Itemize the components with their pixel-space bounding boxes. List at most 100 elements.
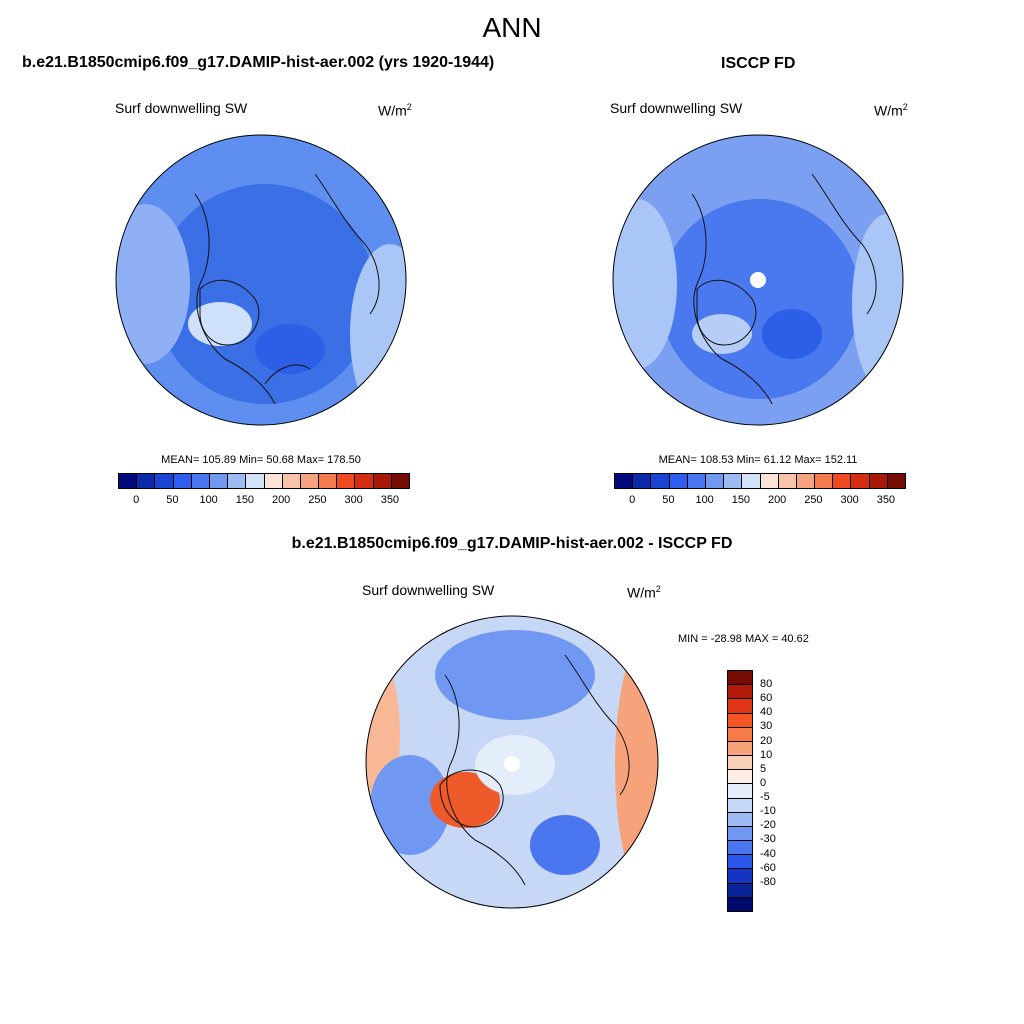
colorbar-label: 150 [731,494,751,506]
colorbar-swatch [300,474,320,488]
colorbar-swatch [728,756,752,771]
colorbar-label: 200 [271,494,291,506]
colorbar-swatch [869,474,888,488]
colorbar-swatch [373,474,392,488]
colorbar-label: -40 [760,847,776,860]
panel3-stats: MIN = -28.98 MAX = 40.62 [678,633,809,645]
colorbar-swatch [728,671,752,686]
main-title: ANN [482,12,542,43]
colorbar-swatch [742,474,761,488]
panel3-subtitle: Surf downwelling SW [362,582,495,598]
colorbar-label: 300 [344,494,363,506]
panel3-polar-map [365,615,659,909]
colorbar-swatch [728,841,752,856]
panel2-units: W/m2 [874,102,908,119]
colorbar-swatch [728,798,752,813]
colorbar-label: 10 [760,748,773,761]
colorbar-swatch [728,784,752,799]
colorbar-swatch [209,474,229,488]
colorbar-swatch [728,826,752,842]
panel2-polar-map [612,134,904,426]
colorbar-label: 150 [235,494,255,506]
panel2-title: ISCCP FD [721,55,796,72]
panel1-subtitle: Surf downwelling SW [115,100,248,116]
colorbar-swatch [282,474,301,488]
colorbar-swatch [851,474,870,488]
colorbar-swatch [778,474,797,488]
panel1-light-region-right [350,244,406,424]
colorbar-label: -60 [760,861,776,874]
colorbar-swatch [728,883,752,898]
panel2-subtitle: Surf downwelling SW [610,100,743,116]
colorbar-label: -30 [760,833,776,846]
panel2-pole-gap [750,272,766,288]
panel2-colorbar [614,473,906,489]
panel1-stats: MEAN= 105.89 Min= 50.68 Max= 178.50 [161,454,361,466]
colorbar-label: 200 [767,494,787,506]
panel3-colorbar [727,670,753,912]
colorbar-swatch [887,474,905,488]
colorbar-label: -5 [760,791,770,804]
colorbar-swatch [728,699,752,714]
colorbar-swatch [728,770,752,785]
colorbar-label: -20 [760,819,776,832]
panel3-positive-right [615,625,658,905]
colorbar-label: 5 [760,762,767,775]
colorbar-swatch [760,474,779,488]
colorbar-swatch [705,474,725,488]
colorbar-label: 250 [308,494,327,506]
colorbar-label: 30 [760,720,773,733]
panel2-inner-field [660,199,860,399]
colorbar-swatch [246,474,265,488]
colorbar-swatch [728,855,752,870]
colorbar-label: 40 [760,706,773,719]
panel3-title: b.e21.B1850cmip6.f09_g17.DAMIP-hist-aer.… [291,535,733,552]
colorbar-swatch [651,474,670,488]
panel3-coastlines [439,654,630,886]
colorbar-swatch [728,897,752,911]
panel1-units: W/m2 [378,102,412,119]
panel2-dark-region [762,309,822,359]
colorbar-label: 0 [629,494,636,506]
panel3-units: W/m2 [627,584,661,601]
colorbar-swatch [337,474,356,488]
colorbar-swatch [796,474,816,488]
colorbar-label: 50 [662,494,675,506]
panel1-light-region-left [116,204,190,364]
panel3-map-border [365,615,659,909]
colorbar-label: 60 [760,692,773,705]
colorbar-label: 350 [380,494,400,506]
colorbar-swatch [391,474,409,488]
colorbar-label: 100 [695,494,714,506]
panel1-coastlines [194,173,380,405]
panel2-light-region-left [613,199,677,369]
colorbar-swatch [319,474,338,488]
colorbar-label: 250 [804,494,823,506]
colorbar-swatch [137,474,156,488]
colorbar-swatch [728,713,752,728]
panel3-pole-gap [504,756,520,772]
panel2-stats: MEAN= 108.53 Min= 61.12 Max= 152.11 [658,454,858,466]
colorbar-swatch [615,474,634,488]
panel3-negative-top [435,630,595,720]
panel2-coastlines [691,173,877,405]
colorbar-label: 0 [133,494,140,506]
colorbar-swatch [264,474,283,488]
colorbar-swatch [728,727,752,742]
colorbar-swatch [687,474,706,488]
panel1-title: b.e21.B1850cmip6.f09_g17.DAMIP-hist-aer.… [22,54,495,71]
colorbar-swatch [728,869,752,884]
colorbar-swatch [724,474,743,488]
colorbar-swatch [815,474,834,488]
colorbar-label: 20 [760,734,773,747]
colorbar-label: -80 [760,875,776,888]
colorbar-swatch [728,741,752,757]
panel1-colorbar [118,473,410,489]
colorbar-swatch [191,474,210,488]
colorbar-swatch [155,474,174,488]
colorbar-swatch [833,474,852,488]
panel2-map-border [612,134,904,426]
colorbar-swatch [119,474,138,488]
panel3-negative-left [370,755,450,855]
colorbar-label: 350 [876,494,896,506]
